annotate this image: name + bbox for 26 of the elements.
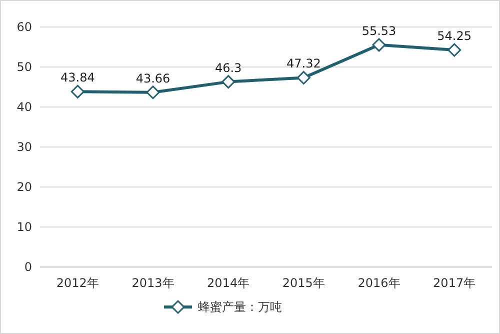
y-tick-label: 40 (16, 100, 32, 114)
x-tick-label: 2013年 (132, 276, 174, 290)
point (296, 70, 310, 84)
point (222, 75, 236, 89)
x-tick-label: 2014年 (207, 276, 250, 290)
y-tick-label: 60 (16, 20, 32, 34)
x-tick-label: 2016年 (358, 276, 400, 290)
y-tick-label: 0 (24, 260, 32, 274)
y-tick-label: 10 (16, 220, 32, 234)
point (70, 84, 84, 98)
x-tick-label: 2015年 (282, 276, 325, 290)
data-label: 55.53 (362, 24, 396, 38)
legend-label: 蜂蜜产量：万吨 (198, 300, 282, 314)
y-tick-label: 30 (16, 140, 32, 154)
y-tick-label: 50 (16, 60, 32, 74)
data-label: 54.25 (437, 29, 472, 43)
x-tick-label: 2012年 (56, 276, 99, 290)
point (372, 38, 386, 52)
point (448, 43, 462, 57)
y-tick-label: 20 (16, 180, 32, 194)
data-label: 43.84 (60, 70, 95, 85)
data-label: 47.32 (286, 56, 321, 71)
point (146, 86, 160, 100)
data-label: 43.66 (136, 71, 170, 86)
x-tick-label: 2017年 (433, 276, 476, 290)
data-label: 46.3 (214, 60, 242, 75)
